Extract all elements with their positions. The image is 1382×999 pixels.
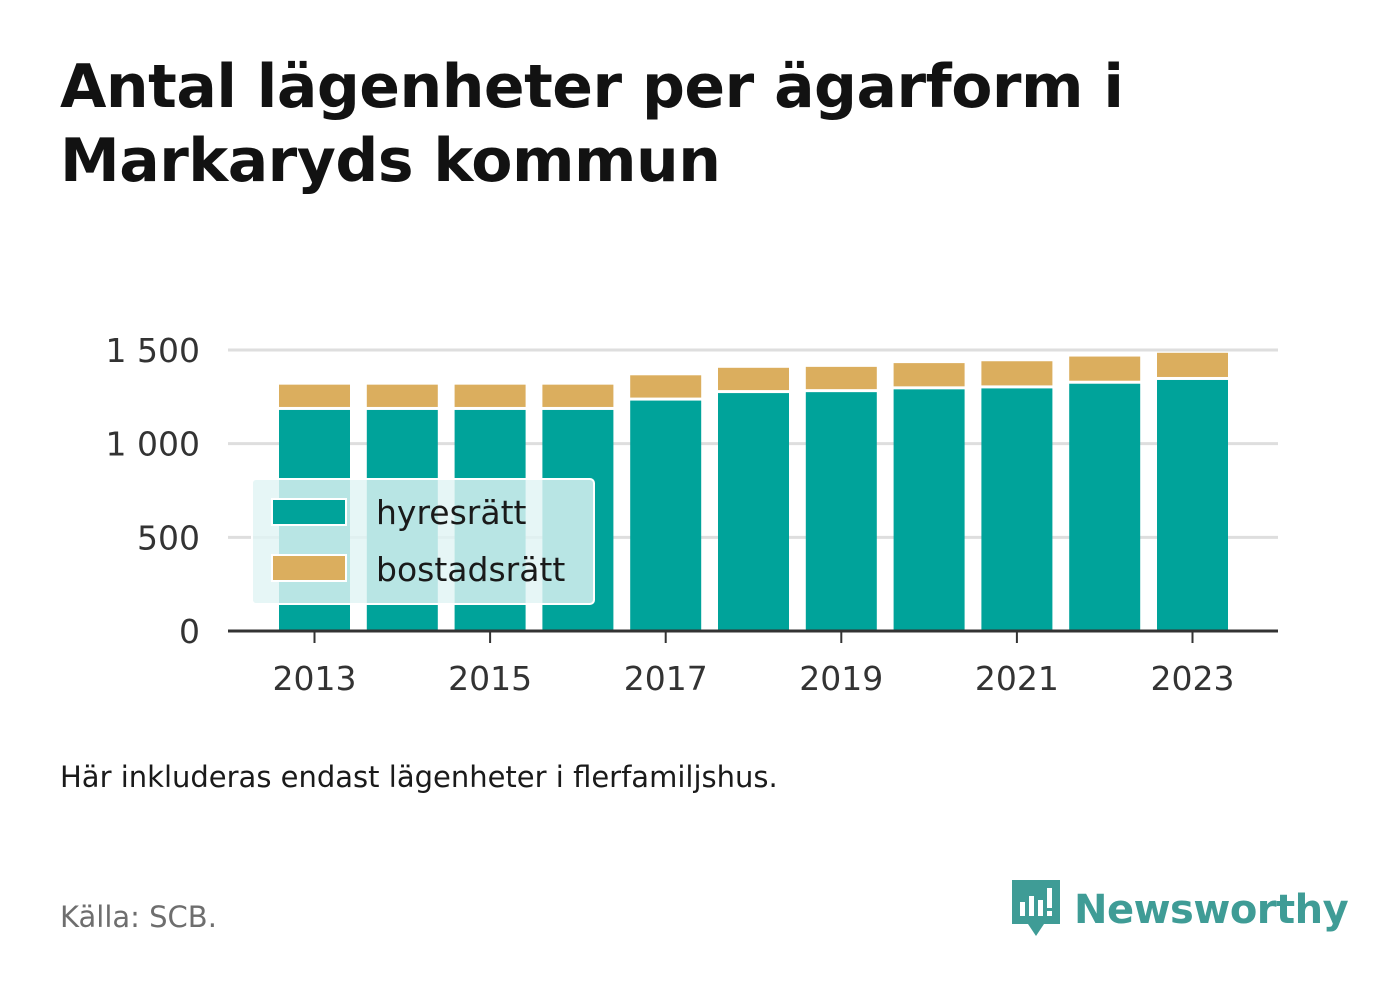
- bar-bostadsratt: [1157, 352, 1228, 377]
- bar-hyresratt: [718, 393, 789, 631]
- x-tick-label: 2019: [799, 659, 883, 698]
- legend: hyresrätt bostadsrätt: [251, 478, 595, 605]
- bar-bostadsratt: [981, 361, 1053, 386]
- y-tick-label: 500: [137, 518, 200, 557]
- x-tick-label: 2023: [1151, 659, 1235, 698]
- y-tick-label: 1 500: [106, 331, 200, 370]
- bar-bostadsratt: [279, 384, 350, 407]
- bar-hyresratt: [981, 388, 1053, 631]
- y-tick-label: 1 000: [106, 425, 200, 464]
- legend-label-hyresratt: hyresrätt: [376, 493, 527, 532]
- y-tick-label: 0: [179, 612, 200, 651]
- chart-title: Antal lägenheter per ägarform i Markaryd…: [60, 52, 1124, 196]
- legend-swatch-hyresratt: [271, 498, 347, 526]
- source-text: Källa: SCB.: [60, 900, 217, 934]
- x-tick-label: 2013: [273, 659, 357, 698]
- bar-bostadsratt: [718, 367, 789, 391]
- x-tick-label: 2015: [448, 659, 532, 698]
- bar-hyresratt: [630, 400, 702, 631]
- bar-bostadsratt: [454, 384, 526, 407]
- newsworthy-logo-icon: [1010, 878, 1062, 942]
- chart-note: Här inkluderas endast lägenheter i flerf…: [60, 760, 778, 794]
- bar-bostadsratt: [630, 375, 702, 398]
- legend-swatch-bostadsratt: [271, 554, 347, 582]
- bar-bostadsratt: [1069, 356, 1141, 381]
- bar-bostadsratt: [366, 384, 438, 407]
- brand-name: Newsworthy: [1074, 887, 1349, 933]
- bar-hyresratt: [893, 389, 965, 631]
- x-tick-label: 2021: [975, 659, 1059, 698]
- bar-hyresratt: [1069, 383, 1141, 631]
- x-tick-label: 2017: [624, 659, 708, 698]
- legend-label-bostadsratt: bostadsrätt: [376, 550, 565, 589]
- axes: 0 500 1 000 1 500 2013 2015 2017 2019 2021 2023: [106, 331, 1278, 698]
- brand-logo: Newsworthy: [1010, 878, 1349, 942]
- bar-hyresratt: [1157, 379, 1228, 631]
- bar-bostadsratt: [893, 363, 965, 387]
- bar-bostadsratt: [542, 384, 614, 407]
- bar-hyresratt: [805, 392, 877, 631]
- bar-bostadsratt: [805, 366, 877, 390]
